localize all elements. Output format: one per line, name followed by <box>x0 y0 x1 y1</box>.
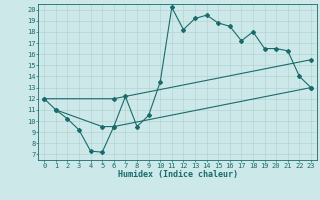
X-axis label: Humidex (Indice chaleur): Humidex (Indice chaleur) <box>118 170 238 179</box>
